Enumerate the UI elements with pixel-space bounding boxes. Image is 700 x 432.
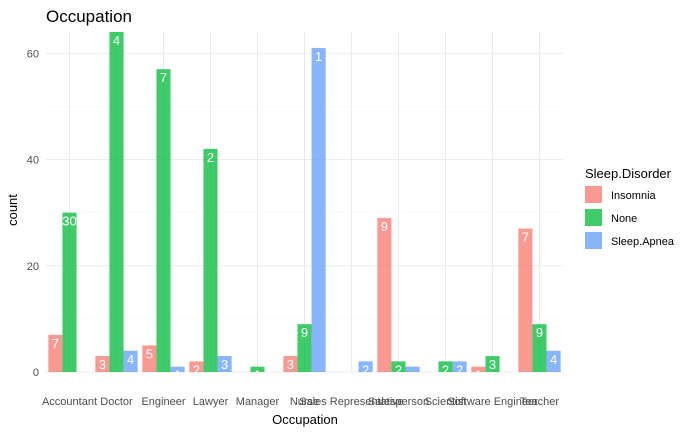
y-tick-label: 60 xyxy=(27,48,39,60)
legend-key-sleep-apnea xyxy=(585,232,602,249)
y-tick-label: 0 xyxy=(33,367,39,379)
data-label: 30 xyxy=(62,214,76,229)
bar-none xyxy=(109,32,124,372)
data-label: 4 xyxy=(550,352,557,367)
bar-none xyxy=(297,324,312,372)
x-tick-label: Scientist xyxy=(425,396,467,408)
bar-sleep-apnea xyxy=(311,47,326,372)
bar-insomnia xyxy=(95,356,110,372)
bar-sleep-apnea xyxy=(546,350,561,372)
x-tick-label: Manager xyxy=(236,396,280,408)
bar-sleep-apnea xyxy=(123,350,138,372)
data-label: 5 xyxy=(146,346,153,361)
bar-none xyxy=(156,69,171,372)
data-label: 3 xyxy=(221,357,228,372)
data-label: 7 xyxy=(160,70,167,85)
x-tick-label: Doctor xyxy=(100,396,133,408)
legend-label: None xyxy=(611,213,637,225)
bar-none xyxy=(438,361,453,372)
data-label: 9 xyxy=(301,325,308,340)
legend-label: Sleep.Apnea xyxy=(611,236,675,248)
bar-insomnia xyxy=(48,334,63,372)
data-label: 1 xyxy=(254,368,261,383)
legend-label: Insomnia xyxy=(611,190,657,202)
bar-insomnia xyxy=(518,228,533,372)
legend: Sleep.Disorder Insomnia None Sleep.Apnea xyxy=(585,166,675,249)
data-label: 2 xyxy=(362,362,369,377)
bar-none xyxy=(62,212,77,372)
x-tick-label: Lawyer xyxy=(193,396,229,408)
x-axis: Accountant Doctor Engineer Lawyer Manager Nur… xyxy=(42,396,559,408)
legend-key-none xyxy=(585,209,602,226)
data-label: 4 xyxy=(127,352,134,367)
bars xyxy=(48,32,561,372)
bar-sleep-apnea xyxy=(217,356,232,372)
chart-title: Occupation xyxy=(46,7,132,26)
data-label: 1 xyxy=(475,368,482,383)
x-tick-label: Teacher xyxy=(520,396,559,408)
data-label: 3 xyxy=(99,357,106,372)
bar-insomnia xyxy=(189,361,204,372)
y-tick-label: 20 xyxy=(27,261,39,273)
bar-insomnia xyxy=(471,366,486,372)
legend-key-insomnia xyxy=(585,186,602,203)
y-axis: 0 20 40 60 xyxy=(27,48,39,379)
bar-none xyxy=(485,356,500,372)
data-label: 2 xyxy=(207,150,214,165)
bar-sleep-apnea xyxy=(170,366,185,372)
data-label: 9 xyxy=(381,219,388,234)
bar-sleep-apnea xyxy=(452,361,467,372)
y-axis-title: count xyxy=(5,194,20,226)
x-tick-label: Engineer xyxy=(141,396,185,408)
data-label: 2 xyxy=(193,362,200,377)
data-label: 2 xyxy=(456,362,463,377)
data-label: 3 xyxy=(489,357,496,372)
data-label: 2 xyxy=(442,362,449,377)
grid xyxy=(46,32,563,373)
x-tick-label: Nurse xyxy=(290,396,319,408)
x-tick-label: Accountant xyxy=(42,396,97,408)
data-label: 9 xyxy=(536,325,543,340)
bar-none xyxy=(203,148,218,372)
bar-sleep-apnea xyxy=(405,366,420,372)
bar-sleep-apnea xyxy=(358,361,373,372)
x-tick-label: Sales Representative xyxy=(299,396,404,408)
bar-insomnia xyxy=(283,356,298,372)
x-tick-label: Salesperson xyxy=(368,396,429,408)
bar-none xyxy=(391,361,406,372)
x-tick-label: Software Engineer xyxy=(447,396,538,408)
bar-none xyxy=(532,324,547,372)
data-label: 1 xyxy=(315,49,322,64)
data-label: 2 xyxy=(395,362,402,377)
bar-insomnia xyxy=(142,345,157,372)
bar-insomnia xyxy=(377,217,392,372)
y-tick-label: 40 xyxy=(27,155,39,167)
data-label: 1 xyxy=(174,368,181,383)
bar-none xyxy=(250,366,265,372)
data-label: 7 xyxy=(522,230,529,245)
data-label: 3 xyxy=(287,357,294,372)
data-label: 7 xyxy=(52,336,59,351)
legend-title: Sleep.Disorder xyxy=(585,166,672,181)
data-label: 4 xyxy=(113,33,120,48)
x-axis-title: Occupation xyxy=(272,412,338,427)
